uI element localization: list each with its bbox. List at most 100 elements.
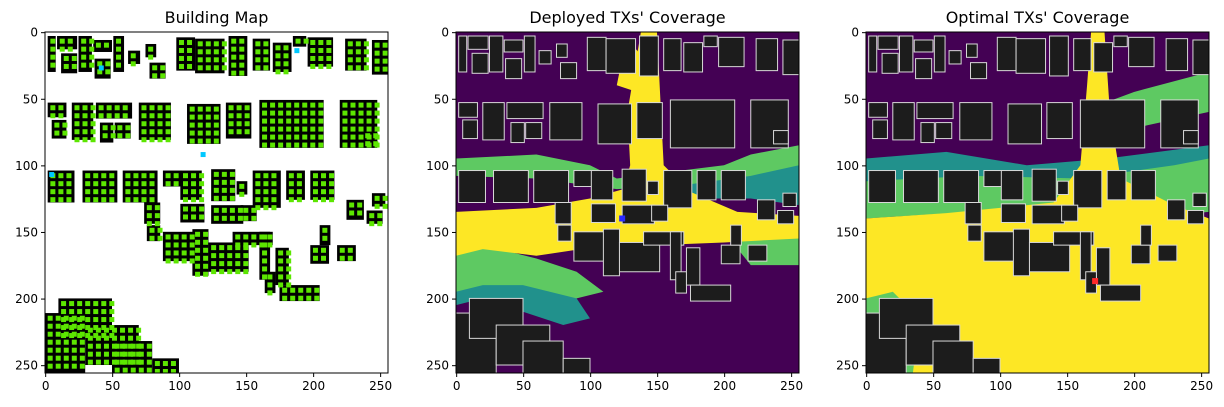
candidate-point	[125, 181, 131, 187]
candidate-point	[189, 250, 195, 256]
heatmap-image	[456, 32, 799, 373]
candidate-point	[77, 309, 83, 315]
candidate-point	[165, 105, 171, 111]
candidate-point	[243, 215, 249, 221]
building	[967, 224, 982, 242]
candidate-point	[382, 42, 388, 48]
candidate-point	[181, 242, 187, 248]
candidate-point	[374, 102, 380, 108]
candidate-point	[114, 105, 120, 111]
x-tick-label: 50	[926, 379, 941, 393]
candidate-point	[97, 61, 103, 67]
candidate-point	[239, 46, 245, 52]
candidate-point	[213, 122, 219, 128]
candidate-point	[358, 134, 364, 140]
candidate-point	[235, 261, 241, 267]
x-tick-label: 50	[516, 379, 531, 393]
candidate-point	[231, 70, 237, 76]
candidate-point	[197, 65, 203, 71]
candidate-point	[271, 181, 277, 187]
candidate-point	[363, 49, 369, 55]
candidate-point	[369, 213, 375, 219]
candidate-point	[294, 102, 300, 108]
candidate-point	[270, 134, 276, 140]
candidate-point	[213, 171, 219, 177]
candidate-point	[154, 361, 160, 367]
candidate-point	[199, 181, 205, 187]
candidate-point	[74, 113, 80, 119]
building	[1073, 38, 1092, 72]
candidate-point	[213, 207, 219, 213]
candidate-point	[109, 197, 115, 203]
candidate-point	[128, 327, 134, 333]
candidate-point	[71, 55, 77, 61]
candidate-point	[47, 331, 53, 337]
candidate-point	[154, 205, 160, 211]
candidate-point	[199, 214, 205, 220]
candidate-point	[110, 125, 116, 131]
candidate-point	[197, 41, 203, 47]
candidate-point	[120, 335, 126, 341]
candidate-point	[278, 266, 284, 272]
candidate-point	[374, 50, 380, 56]
candidate-point	[146, 359, 152, 365]
candidate-point	[263, 181, 269, 187]
building	[720, 244, 741, 265]
building	[932, 340, 974, 373]
x-tick-label: 250	[1190, 379, 1213, 393]
building	[1028, 241, 1071, 273]
candidate-point	[154, 221, 160, 227]
candidate-point	[298, 295, 304, 301]
candidate-point	[243, 245, 249, 251]
candidate-point	[314, 295, 320, 301]
candidate-point	[173, 258, 179, 264]
candidate-point	[120, 359, 126, 365]
candidate-point	[321, 255, 327, 261]
candidate-point	[74, 137, 80, 143]
candidate-point	[349, 210, 355, 216]
candidate-point	[47, 339, 53, 345]
candidate-point	[236, 121, 242, 127]
candidate-point	[114, 351, 120, 357]
candidate-point	[146, 213, 152, 219]
candidate-point	[191, 206, 197, 212]
x-tick-label: 200	[713, 379, 736, 393]
candidate-point	[255, 173, 261, 179]
candidate-point	[296, 181, 302, 187]
candidate-point	[66, 197, 72, 203]
candidate-point	[66, 173, 72, 179]
candidate-point	[183, 197, 189, 203]
building	[996, 36, 1017, 72]
building	[948, 50, 962, 65]
candidate-point	[219, 261, 225, 267]
candidate-point	[109, 325, 115, 331]
candidate-point	[69, 301, 75, 307]
candidate-point	[165, 173, 171, 179]
candidate-point	[61, 309, 67, 315]
building	[777, 209, 795, 225]
candidate-point	[312, 197, 318, 203]
building	[683, 42, 704, 73]
y-tick-label: 50	[844, 92, 859, 106]
candidate-point	[227, 269, 233, 275]
candidate-point	[219, 253, 225, 259]
building	[915, 58, 933, 80]
building	[1007, 103, 1043, 145]
candidate-point	[122, 359, 128, 365]
candidate-point	[283, 53, 289, 59]
candidate-point	[81, 54, 87, 60]
candidate-point	[286, 102, 292, 108]
candidate-point	[262, 102, 268, 108]
y-tick-label: 100	[15, 159, 38, 173]
candidate-point	[58, 113, 64, 119]
candidate-point	[275, 69, 281, 75]
candidate-point	[235, 269, 241, 275]
candidate-point	[197, 114, 203, 120]
candidate-point	[141, 121, 147, 127]
candidate-point	[382, 195, 388, 201]
building	[590, 203, 616, 223]
candidate-point	[283, 69, 289, 75]
candidate-point	[85, 317, 91, 323]
building	[1049, 35, 1069, 77]
